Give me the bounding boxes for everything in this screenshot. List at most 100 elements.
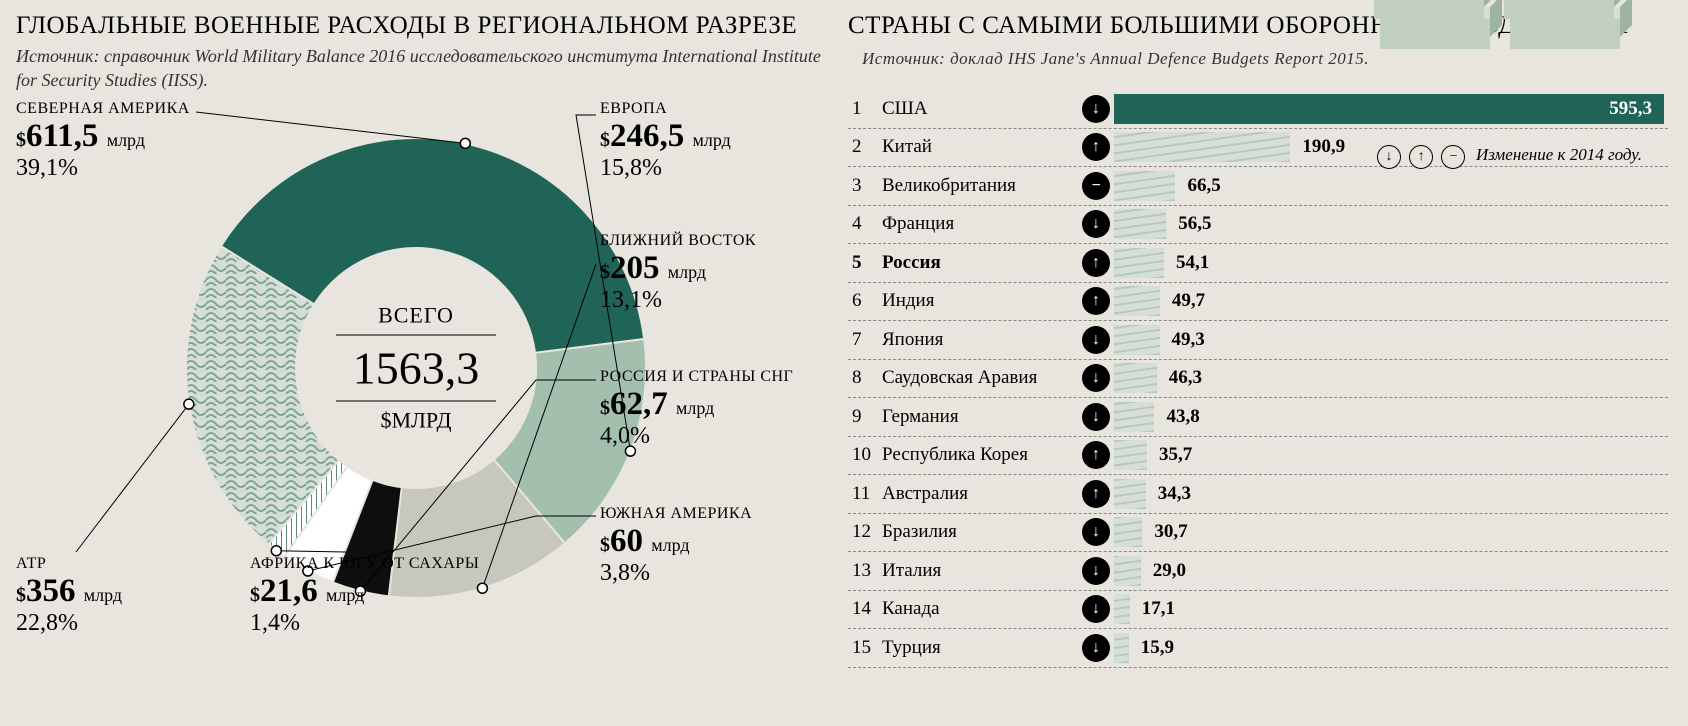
change-up-icon: ↑ (1082, 133, 1110, 161)
rank-row: 4 Франция ↓ 56,5 (848, 206, 1668, 245)
change-down-icon: ↓ (1082, 518, 1110, 546)
rank-row: 12 Бразилия ↓ 30,7 (848, 514, 1668, 553)
callout-middle-east: БЛИЖНИЙ ВОСТОК $205 млрд 13,1% (600, 232, 756, 314)
rank-value: 190,9 (1302, 136, 1345, 158)
rank-bar (1114, 248, 1164, 278)
rank-number: 14 (848, 598, 882, 620)
change-down-icon: ↓ (1082, 326, 1110, 354)
region-label: СЕВЕРНАЯ АМЕРИКА (16, 100, 190, 118)
rank-country: Китай (882, 136, 1082, 158)
money-stack-illustration (1354, 0, 1644, 49)
rank-number: 15 (848, 637, 882, 659)
change-down-icon: ↓ (1082, 557, 1110, 585)
rank-row: 3 Великобритания − 66,5 (848, 167, 1668, 206)
money-block (1510, 19, 1620, 49)
donut-center: ВСЕГО 1563,3 $МЛРД (316, 303, 516, 434)
change-down-icon: ↓ (1082, 95, 1110, 123)
rank-value: 17,1 (1142, 598, 1175, 620)
rank-value: 56,5 (1178, 213, 1211, 235)
rank-number: 2 (848, 136, 882, 158)
callout-south-america: ЮЖНАЯ АМЕРИКА $60 млрд 3,8% (600, 505, 752, 587)
rank-bar (1114, 633, 1129, 663)
change-up-icon: ↑ (1082, 480, 1110, 508)
donut-unit: $МЛРД (316, 408, 516, 434)
rank-bar (1114, 132, 1290, 162)
rank-number: 9 (848, 406, 882, 428)
rank-value: 54,1 (1176, 252, 1209, 274)
rank-bar (1114, 440, 1147, 470)
minus-icon: − (1441, 145, 1465, 169)
rank-number: 13 (848, 560, 882, 582)
callout-asia-pacific: АТР $356 млрд 22,8% (16, 555, 122, 637)
change-same-icon: − (1082, 172, 1110, 200)
money-block (1504, 0, 1614, 19)
rank-country: Великобритания (882, 175, 1082, 197)
callout-europe: ЕВРОПА $246,5 млрд 15,8% (600, 100, 731, 182)
donut-total: 1563,3 (316, 342, 516, 395)
rank-bar (1114, 209, 1166, 239)
rank-row: 15 Турция ↓ 15,9 (848, 629, 1668, 668)
rank-country: Республика Корея (882, 444, 1082, 466)
rank-number: 4 (848, 213, 882, 235)
left-source: Источник: справочник World Military Bala… (16, 45, 826, 92)
rank-country: Япония (882, 329, 1082, 351)
rank-value: 49,7 (1172, 290, 1205, 312)
rank-row: 1 США ↓ 595,3 (848, 90, 1668, 129)
rank-row: 13 Италия ↓ 29,0 (848, 552, 1668, 591)
change-down-icon: ↓ (1082, 210, 1110, 238)
change-down-icon: ↓ (1082, 403, 1110, 431)
rank-value: 49,3 (1172, 329, 1205, 351)
rank-bar (1114, 517, 1142, 547)
arrow-down-icon: ↓ (1377, 145, 1401, 169)
change-up-icon: ↑ (1082, 249, 1110, 277)
rank-country: Австралия (882, 483, 1082, 505)
rank-bar (1114, 594, 1130, 624)
rank-number: 8 (848, 367, 882, 389)
rank-bar (1114, 286, 1160, 316)
rank-value: 43,8 (1166, 406, 1199, 428)
rank-number: 11 (848, 483, 882, 505)
rank-value: 30,7 (1154, 521, 1187, 543)
rank-value: 29,0 (1153, 560, 1186, 582)
rank-value: 46,3 (1169, 367, 1202, 389)
rank-value: 15,9 (1141, 637, 1174, 659)
change-legend: ↓ ↑ − Изменение к 2014 году. (1375, 145, 1642, 169)
rank-number: 1 (848, 98, 882, 120)
callout-north-america: СЕВЕРНАЯ АМЕРИКА $611,5 млрд 39,1% (16, 100, 190, 182)
rank-bar (1114, 363, 1157, 393)
rank-row: 6 Индия ↑ 49,7 (848, 283, 1668, 322)
rank-value: 34,3 (1158, 483, 1191, 505)
money-block (1374, 0, 1484, 19)
rank-row: 7 Япония ↓ 49,3 (848, 321, 1668, 360)
rank-row: 10 Республика Корея ↑ 35,7 (848, 437, 1668, 476)
right-source: Источник: доклад IHS Jane's Annual Defen… (862, 49, 1369, 68)
rank-value: 66,5 (1187, 175, 1220, 197)
change-up-icon: ↑ (1082, 287, 1110, 315)
left-panel: ГЛОБАЛЬНЫЕ ВОЕННЫЕ РАСХОДЫ В РЕГИОНАЛЬНО… (16, 0, 826, 92)
donut-center-label: ВСЕГО (316, 303, 516, 329)
rank-country: Канада (882, 598, 1082, 620)
rank-row: 8 Саудовская Аравия ↓ 46,3 (848, 360, 1668, 399)
rank-country: Германия (882, 406, 1082, 428)
rank-number: 5 (848, 252, 882, 274)
left-title: ГЛОБАЛЬНЫЕ ВОЕННЫЕ РАСХОДЫ В РЕГИОНАЛЬНО… (16, 10, 826, 41)
rank-country: Италия (882, 560, 1082, 582)
rank-country: Франция (882, 213, 1082, 235)
rank-country: Россия (882, 252, 1082, 274)
rank-row: 5 Россия ↑ 54,1 (848, 244, 1668, 283)
callout-sub-saharan-africa: АФРИКА К ЮГУ ОТ САХАРЫ $21,6 млрд 1,4% (250, 555, 479, 637)
rank-number: 6 (848, 290, 882, 312)
rank-number: 12 (848, 521, 882, 543)
rank-number: 3 (848, 175, 882, 197)
rank-country: Индия (882, 290, 1082, 312)
ranking-table: 1 США ↓ 595,3 2 Китай ↑ 190,9 3 Великобр… (848, 90, 1668, 668)
donut-chart: ВСЕГО 1563,3 $МЛРД (166, 118, 666, 618)
arrow-up-icon: ↑ (1409, 145, 1433, 169)
money-block (1380, 19, 1490, 49)
rank-country: Турция (882, 637, 1082, 659)
change-down-icon: ↓ (1082, 364, 1110, 392)
rank-row: 9 Германия ↓ 43,8 (848, 398, 1668, 437)
rank-bar (1114, 479, 1146, 509)
change-down-icon: ↓ (1082, 634, 1110, 662)
rank-value: 35,7 (1159, 444, 1192, 466)
